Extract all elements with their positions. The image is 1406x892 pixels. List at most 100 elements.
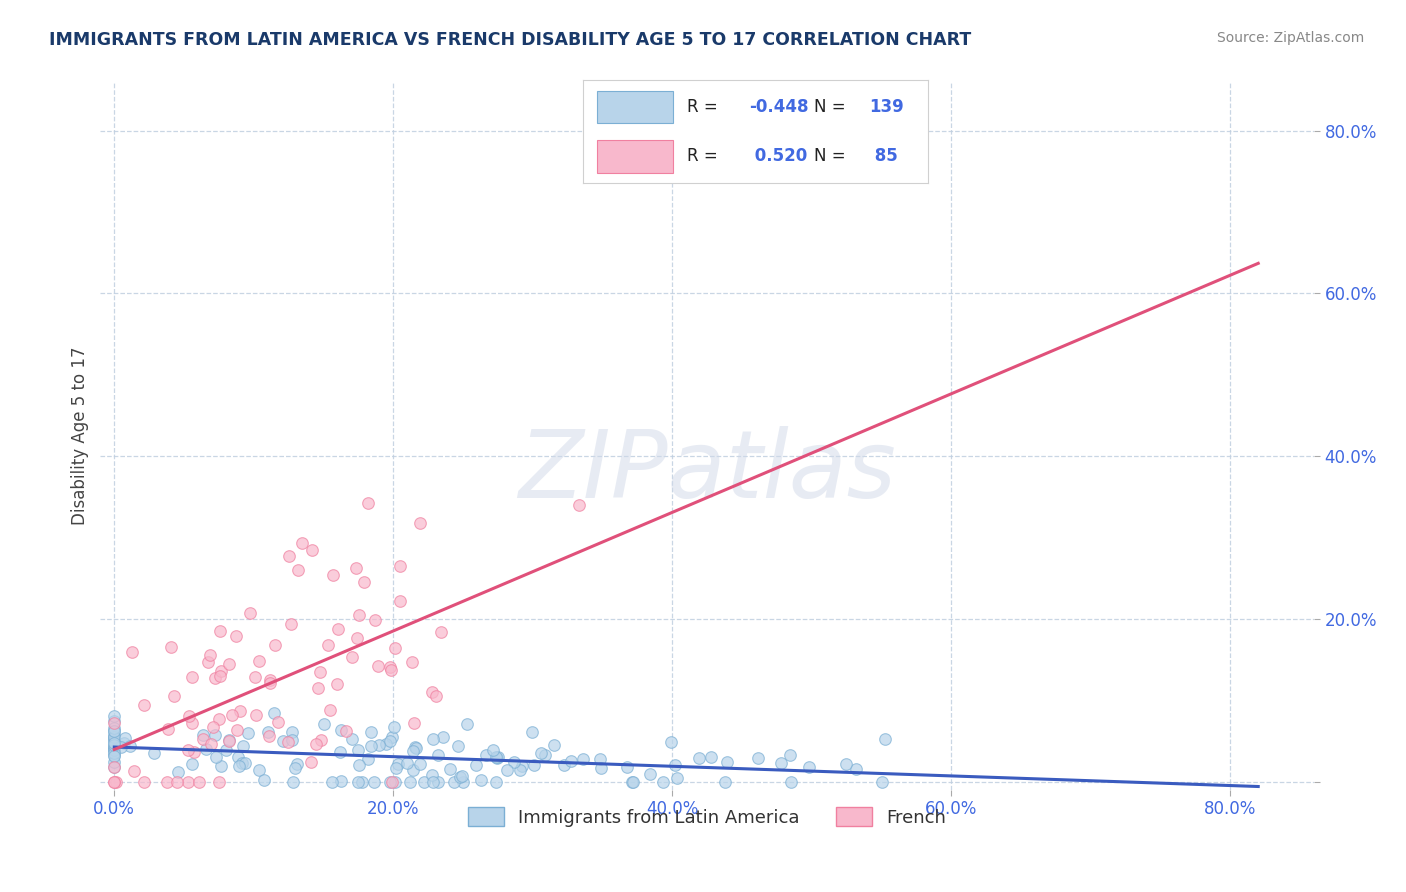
Point — [380, 660, 402, 674]
Point — [132, 698, 155, 712]
Point — [378, 734, 401, 748]
Point — [103, 741, 125, 756]
Point — [401, 655, 423, 669]
Point — [280, 732, 302, 747]
Text: 139: 139 — [869, 98, 904, 116]
Point — [236, 726, 259, 740]
Point — [218, 733, 240, 747]
Point — [364, 613, 387, 627]
Point — [367, 659, 389, 673]
Point — [621, 774, 644, 789]
Point — [659, 735, 682, 749]
Point — [245, 670, 267, 684]
Point — [486, 750, 509, 764]
Point — [226, 750, 249, 764]
Point — [716, 755, 738, 769]
Point — [198, 648, 221, 663]
Point — [253, 772, 276, 787]
Point — [485, 774, 508, 789]
Text: R =: R = — [688, 98, 723, 116]
Point — [218, 657, 240, 672]
Point — [103, 734, 125, 748]
Point — [263, 706, 285, 720]
Point — [305, 738, 328, 752]
Point — [228, 759, 250, 773]
Point — [321, 774, 343, 789]
Point — [835, 756, 858, 771]
Point — [181, 757, 204, 772]
Point — [357, 752, 380, 766]
Point — [450, 769, 472, 783]
Point — [402, 744, 425, 758]
Point — [346, 631, 368, 645]
Point — [221, 708, 243, 723]
Point — [160, 640, 183, 654]
Text: Source: ZipAtlas.com: Source: ZipAtlas.com — [1216, 31, 1364, 45]
Point — [382, 721, 405, 735]
Point — [770, 756, 793, 770]
Point — [485, 751, 508, 765]
Point — [340, 732, 363, 747]
Point — [523, 757, 546, 772]
Point — [420, 685, 443, 699]
Point — [439, 762, 461, 776]
Point — [347, 607, 370, 622]
Point — [779, 747, 801, 762]
Text: N =: N = — [814, 98, 851, 116]
Point — [388, 593, 411, 607]
Point — [347, 758, 370, 772]
Point — [335, 724, 357, 739]
Point — [309, 732, 332, 747]
Point — [121, 645, 143, 659]
Point — [208, 712, 231, 726]
Point — [209, 664, 232, 678]
Point — [264, 638, 287, 652]
Point — [443, 774, 465, 789]
Point — [543, 738, 565, 752]
Point — [103, 732, 125, 747]
Point — [238, 606, 260, 620]
Point — [384, 640, 406, 655]
Point — [283, 774, 305, 789]
Point — [357, 496, 380, 510]
Point — [621, 774, 644, 789]
Point — [103, 730, 125, 744]
Point — [231, 756, 253, 771]
Point — [560, 755, 582, 769]
Point — [200, 737, 222, 751]
Text: -0.448: -0.448 — [749, 98, 808, 116]
Point — [197, 655, 219, 669]
Point — [191, 732, 214, 747]
Point — [747, 751, 769, 765]
Point — [281, 725, 304, 739]
Point — [208, 668, 231, 682]
Point — [509, 763, 531, 777]
Point — [103, 738, 125, 752]
Text: 0.520: 0.520 — [749, 147, 807, 165]
Point — [409, 756, 432, 771]
Text: N =: N = — [814, 147, 851, 165]
Point — [191, 728, 214, 742]
Bar — [598, 91, 673, 123]
Point — [572, 751, 595, 765]
Point — [553, 757, 575, 772]
Point — [103, 740, 125, 755]
Point — [399, 774, 422, 789]
Point — [312, 717, 335, 731]
Legend: Immigrants from Latin America, French: Immigrants from Latin America, French — [461, 800, 953, 834]
Point — [591, 761, 613, 775]
Point — [181, 716, 204, 731]
Point — [187, 774, 209, 789]
Bar — [598, 140, 673, 173]
Point — [167, 764, 190, 779]
Point — [353, 575, 375, 590]
Point — [132, 774, 155, 789]
Point — [229, 704, 252, 718]
Point — [103, 748, 125, 763]
Point — [405, 741, 427, 756]
Point — [247, 654, 270, 668]
Point — [530, 746, 553, 760]
Point — [103, 724, 125, 739]
Point — [257, 725, 280, 739]
Point — [520, 724, 543, 739]
